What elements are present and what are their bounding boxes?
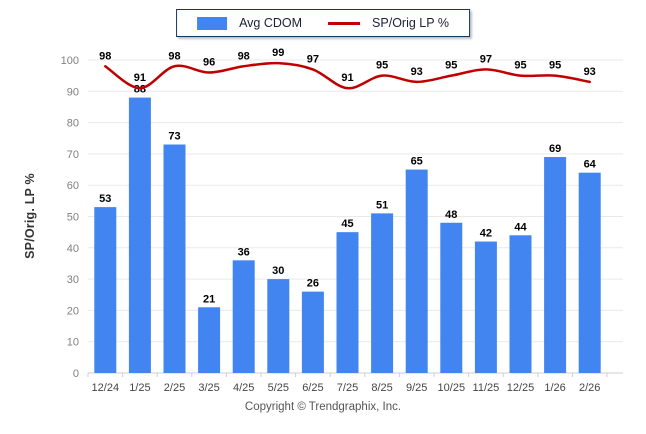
x-tick-label: 12/24	[92, 382, 120, 394]
line-value-label: 95	[445, 60, 457, 72]
bar-value-label: 88	[134, 84, 146, 96]
bar	[405, 169, 428, 373]
bar-value-label: 45	[341, 218, 353, 230]
copyright-text: Copyright © Trendgraphix, Inc.	[244, 401, 402, 413]
x-tick-label: 1/25	[129, 382, 150, 394]
bar-value-label: 48	[445, 209, 457, 221]
x-tick-label: 8/25	[371, 382, 392, 394]
bar	[371, 213, 394, 373]
y-tick-label: 50	[67, 212, 79, 224]
x-tick-label: 1/26	[544, 382, 565, 394]
line-value-label: 95	[514, 60, 526, 72]
line-value-label: 96	[203, 57, 215, 69]
bar-value-label: 64	[584, 159, 597, 171]
y-tick-label: 30	[67, 274, 79, 286]
line-value-label: 91	[341, 72, 353, 84]
line-value-label: 98	[99, 50, 111, 62]
bar	[336, 232, 359, 373]
line-value-label: 97	[480, 53, 492, 65]
y-tick-label: 60	[67, 180, 79, 192]
legend-label-sp-orig-lp: SP/Orig LP %	[372, 16, 449, 30]
bar-value-label: 26	[307, 278, 319, 290]
bar	[198, 307, 221, 373]
avg-cdom-swatch-icon	[197, 16, 228, 30]
bar-value-label: 73	[168, 131, 180, 143]
bar-value-label: 44	[514, 221, 527, 233]
line-value-label: 93	[411, 66, 423, 78]
x-tick-label: 7/25	[337, 382, 358, 394]
line-value-label: 97	[307, 53, 319, 65]
y-tick-label: 90	[67, 86, 79, 98]
y-tick-label: 70	[67, 149, 79, 161]
bar-value-label: 51	[376, 199, 388, 211]
x-tick-label: 2/26	[579, 382, 600, 394]
x-tick-label: 4/25	[233, 382, 254, 394]
bar-value-label: 36	[238, 246, 250, 258]
y-tick-label: 10	[67, 337, 79, 349]
bar-value-label: 53	[99, 193, 111, 205]
bar	[128, 97, 151, 373]
bar-value-label: 42	[480, 228, 492, 240]
y-tick-label: 100	[61, 55, 79, 67]
x-tick-label: 6/25	[302, 382, 323, 394]
bar	[474, 241, 497, 373]
y-tick-label: 20	[67, 305, 79, 317]
sp-orig-lp-line	[104, 61, 591, 90]
line-value-label: 93	[584, 66, 596, 78]
bar	[544, 157, 567, 373]
x-tick-label: 3/25	[198, 382, 219, 394]
bar	[578, 172, 601, 373]
x-tick-label: 5/25	[268, 382, 289, 394]
chart-legend: Avg CDOM SP/Orig LP %	[176, 9, 470, 37]
x-tick-label: 12/25	[507, 382, 535, 394]
legend-label-avg-cdom: Avg CDOM	[239, 16, 303, 30]
bar-value-label: 30	[272, 265, 284, 277]
line-value-label: 98	[238, 50, 250, 62]
bar	[301, 291, 324, 373]
y-tick-label: 80	[67, 118, 79, 130]
line-value-label: 91	[134, 72, 146, 84]
bar	[440, 222, 463, 373]
bar	[509, 235, 532, 373]
bar-value-label: 69	[549, 143, 561, 155]
x-tick-label: 11/25	[473, 382, 500, 394]
bar	[267, 279, 290, 373]
bar	[94, 207, 117, 373]
bar-value-label: 65	[411, 156, 423, 168]
bar	[232, 260, 255, 373]
x-tick-label: 9/25	[406, 382, 427, 394]
line-value-label: 98	[168, 50, 180, 62]
line-value-label: 95	[376, 60, 388, 72]
y-tick-label: 0	[73, 368, 79, 380]
bar-value-label: 21	[203, 293, 215, 305]
bar	[163, 144, 186, 373]
x-tick-label: 2/25	[164, 382, 185, 394]
x-tick-label: 10/25	[438, 382, 466, 394]
line-value-label: 95	[549, 60, 561, 72]
y-tick-label: 40	[67, 243, 79, 255]
sp-orig-lp-line-swatch-icon	[328, 21, 361, 25]
line-value-label: 99	[272, 47, 284, 59]
